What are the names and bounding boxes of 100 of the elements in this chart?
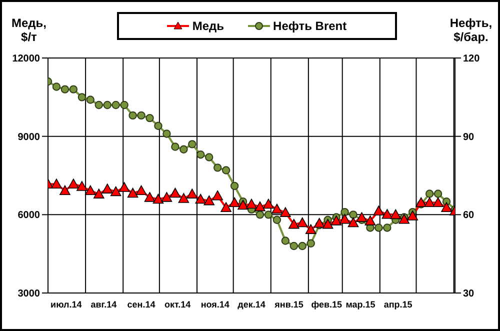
point [52, 82, 61, 91]
point [220, 202, 232, 212]
point [382, 209, 393, 219]
point [364, 216, 376, 226]
point [212, 190, 223, 200]
point [102, 184, 113, 194]
x-tick-label: мар.15 [346, 299, 376, 310]
point [178, 193, 190, 203]
point [348, 217, 359, 228]
point [136, 185, 147, 196]
point [383, 224, 392, 232]
point [374, 224, 383, 232]
x-tick-label: дек.14 [238, 299, 266, 310]
point [196, 150, 205, 159]
point [162, 130, 171, 138]
point [246, 198, 257, 209]
point [76, 181, 88, 191]
point [298, 242, 306, 250]
y2-tick-label: 60 [463, 210, 475, 222]
point [330, 216, 342, 226]
point [213, 164, 222, 172]
x-tick-label: июл.14 [50, 299, 82, 310]
point [51, 178, 62, 189]
point [94, 100, 103, 110]
point [154, 122, 162, 130]
point [222, 166, 230, 174]
y-tick-label: 9000 [18, 132, 40, 143]
x-tick-label: фев.15 [311, 299, 342, 310]
point [322, 218, 334, 229]
point [170, 188, 181, 198]
point [195, 194, 206, 204]
point [188, 140, 196, 148]
point [118, 182, 130, 192]
legend-label: Медь [192, 19, 224, 33]
point [171, 142, 180, 151]
y2-tick-label: 90 [463, 132, 475, 143]
point [161, 192, 172, 202]
point [103, 100, 112, 110]
point [290, 242, 298, 250]
point [152, 194, 164, 204]
x-tick-label: янв.15 [274, 299, 304, 310]
x-tick-label: сен.14 [127, 299, 156, 310]
x-tick-label: окт.14 [164, 299, 191, 310]
point [281, 236, 290, 245]
point [144, 192, 156, 202]
point [137, 111, 146, 120]
x-tick-label: апр.15 [384, 299, 412, 310]
point [390, 209, 402, 220]
point [86, 96, 94, 104]
point [263, 198, 274, 209]
point [112, 100, 120, 110]
point [356, 212, 368, 222]
y-axis-title: Медь, $/т [12, 16, 46, 44]
point [69, 85, 78, 94]
x-tick-label: ноя.14 [200, 299, 230, 310]
point [128, 111, 137, 120]
point [272, 216, 282, 224]
y-tick-label: 6000 [18, 210, 40, 222]
x-tick-label: авг.14 [90, 299, 117, 310]
legend-label: Нефть Brent [273, 19, 347, 33]
point [78, 93, 86, 102]
point [68, 178, 79, 189]
point [425, 190, 434, 198]
y-tick-label: 12000 [12, 54, 40, 65]
point [305, 224, 316, 234]
point [264, 210, 273, 219]
point [60, 85, 70, 94]
point [441, 202, 452, 212]
point [84, 185, 96, 196]
point [339, 214, 350, 224]
point [306, 239, 315, 248]
point [230, 182, 239, 190]
point [349, 210, 358, 219]
point [204, 195, 215, 206]
y2-axis-title: Нефть, $/бар. [450, 16, 492, 44]
y-tick-label: 3000 [18, 288, 40, 300]
point [127, 188, 138, 198]
point [434, 190, 442, 198]
y2-tick-label: 120 [463, 54, 480, 65]
point [424, 197, 435, 208]
y2-tick-label: 30 [463, 288, 475, 300]
point [432, 197, 444, 208]
point [407, 210, 418, 220]
point [280, 207, 291, 217]
point [416, 197, 426, 208]
point [254, 201, 266, 212]
point [373, 206, 384, 216]
point [256, 210, 264, 219]
point [272, 204, 282, 214]
point [186, 188, 198, 198]
point [146, 114, 154, 122]
point [180, 145, 188, 154]
point [229, 197, 240, 208]
point [120, 100, 128, 110]
point [288, 218, 300, 229]
point [93, 188, 104, 198]
point [340, 208, 349, 216]
point [314, 218, 325, 228]
point [60, 185, 70, 196]
point [398, 214, 410, 224]
